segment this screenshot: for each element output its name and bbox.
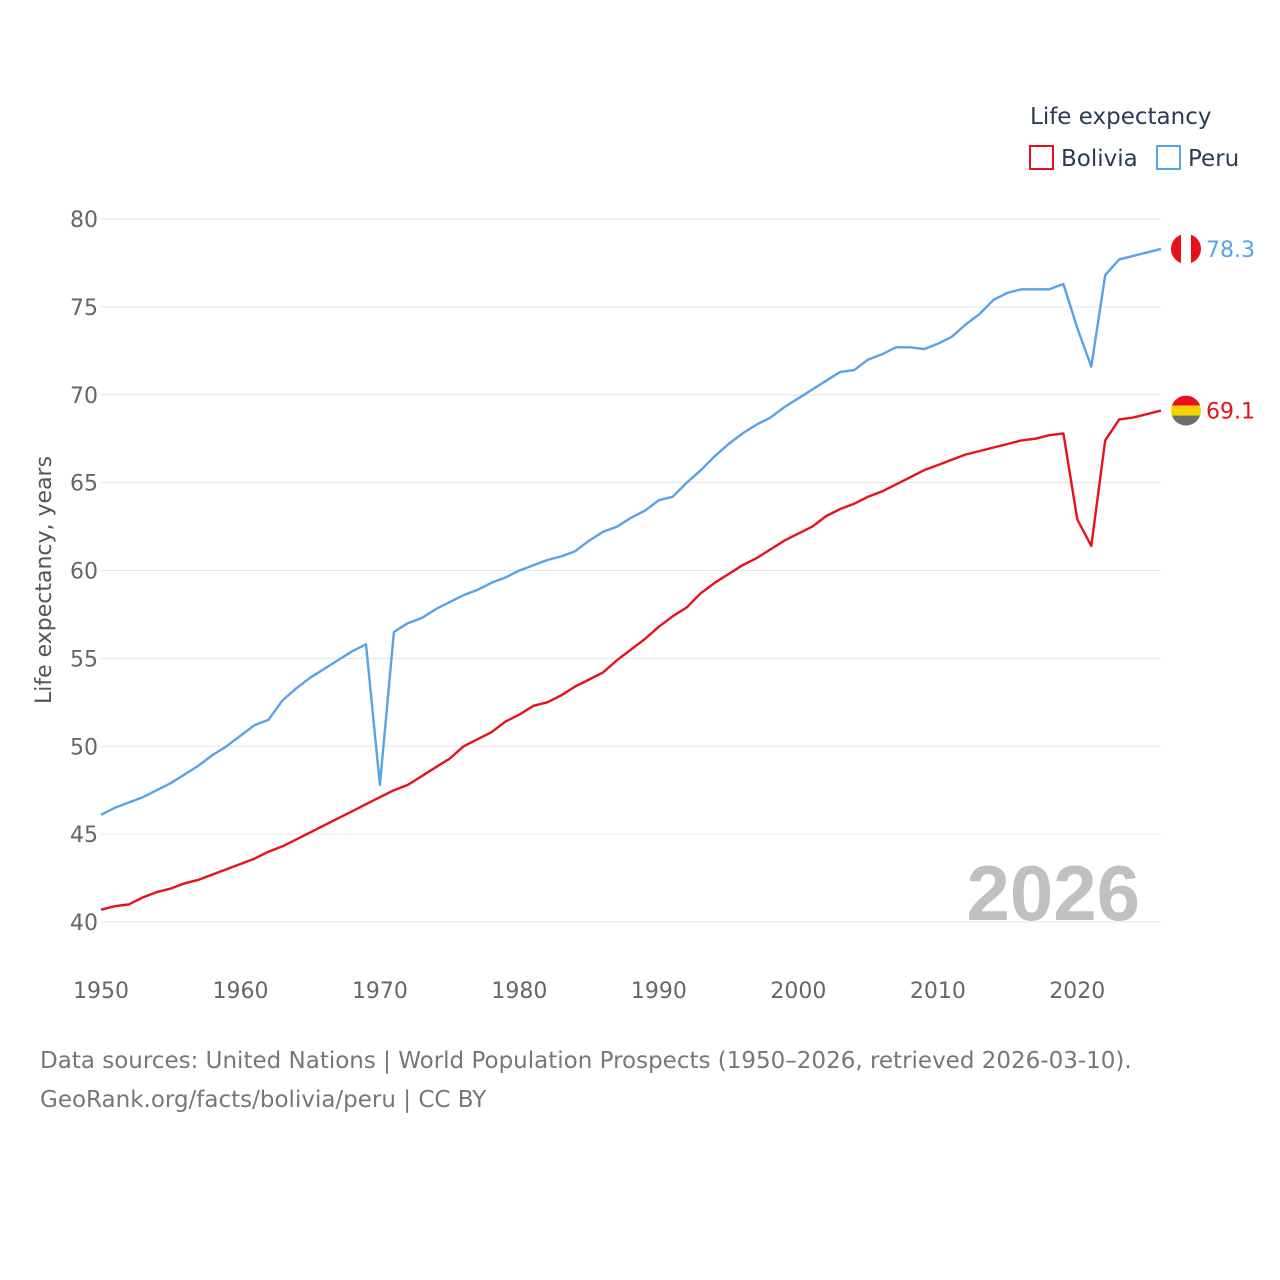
end-value-label-bolivia: 69.1 — [1206, 400, 1255, 425]
series-lines — [100, 247, 1162, 911]
legend-swatch-bolivia — [1029, 145, 1054, 170]
y-tick-label-60: 60 — [70, 560, 98, 585]
legend-item-bolivia[interactable]: Bolivia — [1029, 145, 1138, 172]
legend: Life expectancy Bolivia Peru — [1029, 104, 1239, 172]
y-axis: 40 45 50 55 60 65 70 75 80 — [70, 208, 98, 936]
y-tick-label-65: 65 — [70, 472, 98, 497]
x-tick-label-1960: 1960 — [212, 979, 268, 1004]
x-tick-label-2020: 2020 — [1049, 979, 1105, 1004]
y-tick-label-45: 45 — [70, 823, 98, 848]
peru-flag-icon — [1171, 233, 1201, 264]
y-tick-label-80: 80 — [70, 208, 98, 233]
attribution-link[interactable]: GeoRank.org/facts/bolivia/peru | CC BY — [40, 1087, 487, 1113]
year-watermark: 2026 — [966, 849, 1140, 937]
legend-item-peru[interactable]: Peru — [1156, 145, 1239, 172]
x-tick-label-1950: 1950 — [73, 979, 129, 1004]
legend-title: Life expectancy — [1030, 104, 1211, 130]
y-axis-title: Life expectancy, years — [32, 456, 57, 704]
series-line-peru — [100, 247, 1162, 816]
x-axis: 1950 1960 1970 1980 1990 2000 2010 2020 — [73, 979, 1105, 1004]
x-tick-label-1970: 1970 — [352, 979, 408, 1004]
series-line-bolivia — [100, 409, 1162, 911]
grid — [101, 218, 1161, 923]
y-tick-label-50: 50 — [70, 735, 98, 760]
y-tick-label-55: 55 — [70, 647, 98, 672]
x-tick-label-1980: 1980 — [491, 979, 547, 1004]
x-tick-label-1990: 1990 — [631, 979, 687, 1004]
y-tick-label-70: 70 — [70, 384, 98, 409]
x-tick-label-2000: 2000 — [770, 979, 826, 1004]
end-value-label-peru: 78.3 — [1206, 238, 1255, 263]
legend-swatch-peru — [1156, 145, 1181, 170]
legend-label-peru: Peru — [1188, 146, 1239, 172]
x-tick-label-2010: 2010 — [910, 979, 966, 1004]
source-line: Data sources: United Nations | World Pop… — [40, 1048, 1132, 1074]
legend-label-bolivia: Bolivia — [1061, 146, 1138, 172]
end-markers: 69.1 78.3 — [1171, 233, 1255, 426]
y-tick-label-40: 40 — [70, 911, 98, 936]
source-note: Data sources: United Nations | World Pop… — [40, 1042, 1240, 1120]
y-tick-label-75: 75 — [70, 296, 98, 321]
bolivia-flag-icon — [1171, 395, 1201, 426]
